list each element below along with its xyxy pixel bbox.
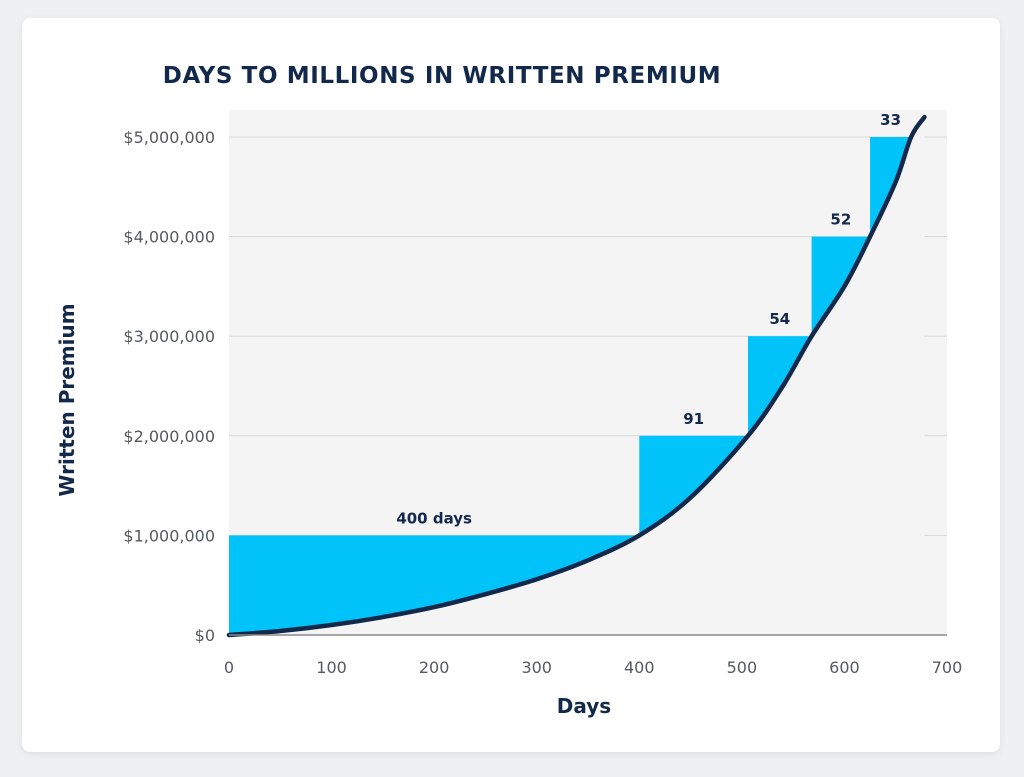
- x-tick-label: 400: [624, 658, 655, 677]
- y-tick-label: $0: [195, 626, 215, 645]
- y-axis-label: Written Premium: [55, 303, 79, 496]
- chart-card: $0 $1,000,000 $2,000,000 $3,000,000 $4,000,0…: [22, 18, 1000, 752]
- y-tick-labels: $0 $1,000,000 $2,000,000 $3,000,000 $4,000,0…: [123, 128, 215, 645]
- premium-curve: [226, 114, 927, 638]
- y-tick-label: $2,000,000: [123, 427, 215, 446]
- step-value-label: 91: [683, 410, 704, 428]
- x-axis-label: Days: [557, 694, 611, 718]
- under-curve-area: [229, 117, 925, 635]
- step-bars: [229, 117, 925, 635]
- x-tick-label: 700: [932, 658, 963, 677]
- step-value-label: 400 days: [396, 509, 472, 527]
- y-tick-label: $4,000,000: [123, 228, 215, 247]
- y-tick-label: $3,000,000: [123, 327, 215, 346]
- x-tick-label: 600: [829, 658, 860, 677]
- x-tick-label: 300: [521, 658, 552, 677]
- x-tick-label: 500: [727, 658, 758, 677]
- step-value-label: 54: [769, 310, 790, 328]
- step-value-labels: 400 days 91 54 52 33: [396, 111, 901, 527]
- x-tick-label: 200: [419, 658, 450, 677]
- x-tick-label: 100: [316, 658, 347, 677]
- step-value-label: 52: [830, 211, 851, 229]
- step-value-label: 33: [880, 111, 901, 129]
- chart-title: DAYS TO MILLIONS IN WRITTEN PREMIUM: [163, 63, 721, 89]
- x-tick-labels: 0 100 200 300 400 500 600 700: [224, 658, 962, 677]
- x-tick-label: 0: [224, 658, 234, 677]
- y-tick-label: $5,000,000: [123, 128, 215, 147]
- y-tick-label: $1,000,000: [123, 526, 215, 545]
- premium-chart: $0 $1,000,000 $2,000,000 $3,000,000 $4,000,0…: [55, 63, 962, 718]
